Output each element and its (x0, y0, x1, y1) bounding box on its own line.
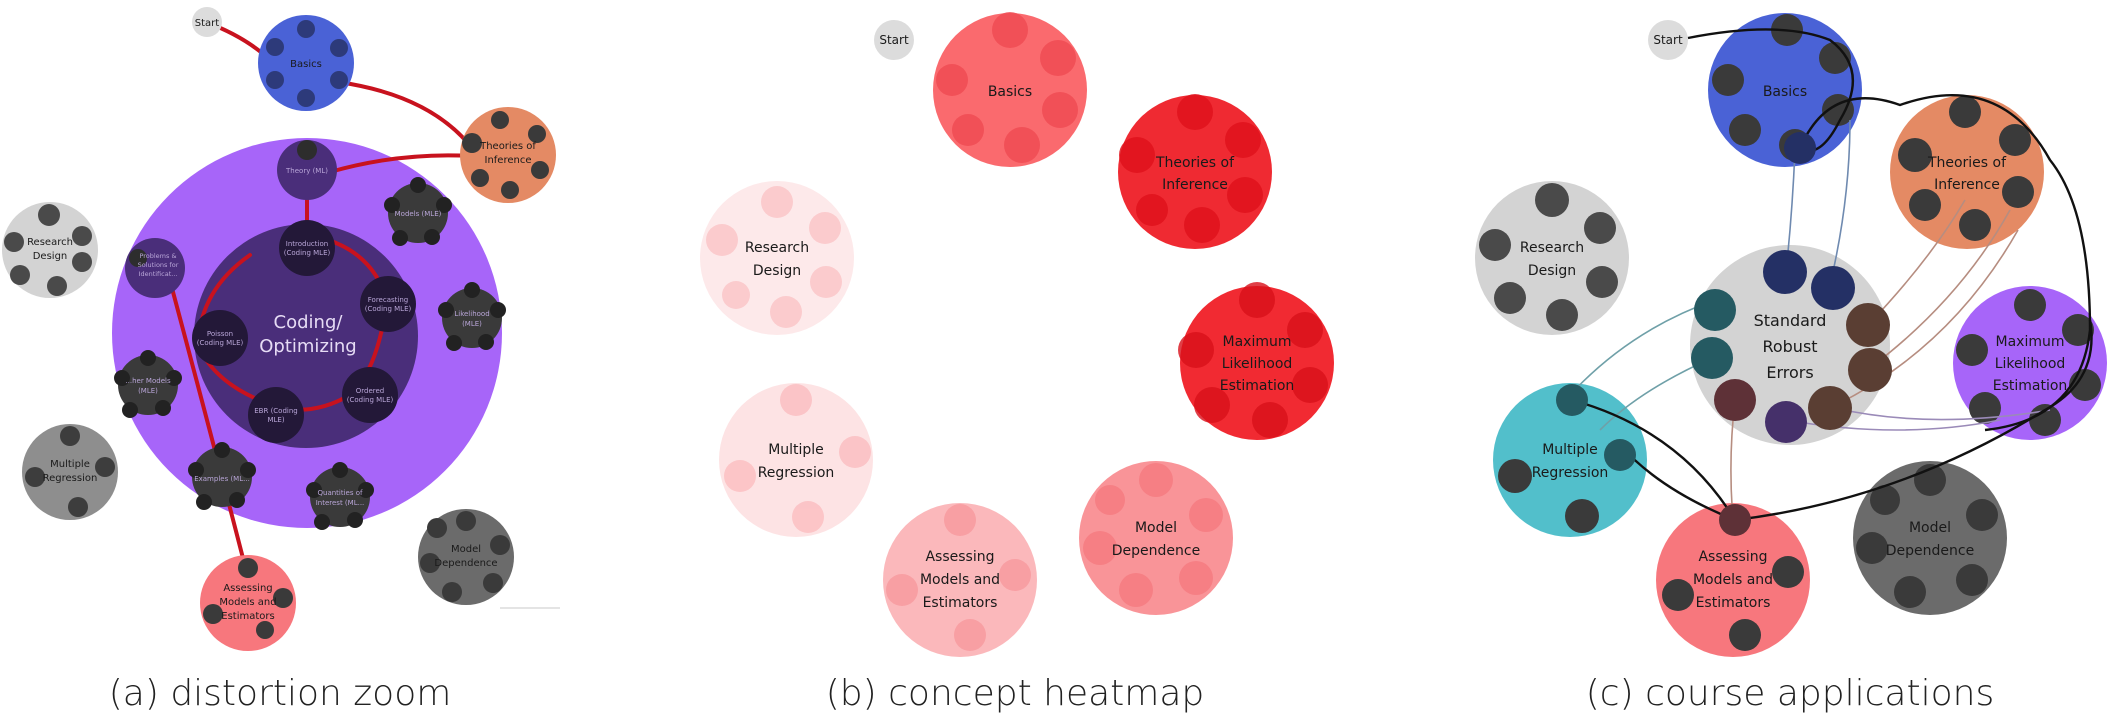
coding-forecasting[interactable] (360, 276, 416, 332)
svg-text:Models and: Models and (920, 572, 1000, 588)
svg-text:Start: Start (1653, 33, 1683, 47)
svg-text:Inference: Inference (1934, 177, 2000, 193)
node-assessing-b[interactable] (883, 503, 1037, 657)
caption-b: (b) concept heatmap (826, 673, 1205, 714)
svg-text:Maximum: Maximum (1223, 334, 1292, 350)
svg-text:Maximum: Maximum (1996, 334, 2065, 350)
subtopic-likelihood[interactable] (442, 288, 502, 348)
svg-text:Models and: Models and (1693, 572, 1773, 588)
svg-text:Problems &: Problems & (139, 252, 176, 260)
svg-text:Dependence: Dependence (1886, 543, 1974, 559)
coding-ordered[interactable] (342, 367, 398, 423)
model-dependence-label-1: Model (451, 544, 481, 555)
svg-text:EBR (Coding: EBR (Coding (254, 407, 297, 415)
caption-a: (a) distortion zoom (109, 673, 452, 714)
svg-text:Robust: Robust (1762, 337, 1817, 356)
svg-text:(Coding MLE): (Coding MLE) (284, 249, 331, 257)
panel-a: Start Basics Theories of Inference Resea… (2, 7, 560, 714)
assessing-label-3: Estimators (221, 611, 274, 622)
svg-text:Interest (ML...: Interest (ML... (316, 499, 365, 507)
svg-text:...her Models: ...her Models (125, 377, 171, 385)
svg-text:(Coding MLE): (Coding MLE) (197, 339, 244, 347)
node-multiple-b[interactable] (719, 383, 873, 537)
model-dependence-label-2: Dependence (434, 558, 497, 569)
svg-text:Basics: Basics (988, 84, 1032, 100)
research-label-2: Design (33, 251, 68, 262)
svg-text:Quantities of: Quantities of (318, 489, 364, 497)
svg-text:Regression: Regression (1532, 465, 1609, 481)
multiple-label-2: Regression (43, 473, 98, 484)
svg-text:Estimators: Estimators (1696, 595, 1771, 611)
coding-poisson[interactable] (192, 310, 248, 366)
coding-introduction[interactable] (279, 220, 335, 276)
svg-text:Likelihood: Likelihood (1995, 356, 2066, 372)
svg-text:Likelihood: Likelihood (454, 310, 489, 318)
svg-text:Assessing: Assessing (1698, 549, 1767, 565)
svg-text:Multiple: Multiple (1542, 442, 1598, 458)
theories-label-1: Theories of (479, 141, 536, 152)
svg-text:Inference: Inference (1162, 177, 1228, 193)
svg-text:Ordered: Ordered (356, 387, 385, 395)
svg-text:Poisson: Poisson (207, 330, 233, 338)
multiple-label-1: Multiple (50, 459, 90, 470)
svg-text:Design: Design (753, 263, 801, 279)
svg-text:Identificat...: Identificat... (139, 270, 178, 278)
node-start-c[interactable] (1648, 20, 1688, 60)
svg-text:Research: Research (745, 240, 809, 256)
coding-subtopics: Introduction (Coding MLE) Forecasting (C… (192, 220, 416, 443)
svg-text:Errors: Errors (1766, 363, 1813, 382)
svg-text:Design: Design (1528, 263, 1576, 279)
subtopics-ring: Theory (ML) Models (MLE) Likelihood (MLE… (114, 140, 506, 530)
svg-text:Model: Model (1135, 520, 1177, 536)
svg-text:Dependence: Dependence (1112, 543, 1200, 559)
svg-text:MLE): MLE) (267, 416, 284, 424)
svg-text:Multiple: Multiple (768, 442, 824, 458)
svg-text:Models (MLE): Models (MLE) (395, 210, 442, 218)
svg-text:Theory (ML): Theory (ML) (285, 167, 328, 175)
subtopic-theory[interactable] (277, 140, 337, 200)
caption-c: (c) course applications (1586, 673, 1994, 714)
start-label: Start (195, 18, 220, 29)
theories-label-2: Inference (485, 155, 532, 166)
svg-text:(Coding MLE): (Coding MLE) (347, 396, 394, 404)
svg-text:Examples (ML...: Examples (ML... (194, 475, 250, 483)
node-start[interactable] (192, 7, 222, 37)
research-label-1: Research (27, 237, 73, 248)
assessing-label-1: Assessing (223, 583, 272, 594)
svg-text:Theories of: Theories of (1927, 155, 2007, 171)
svg-text:Research: Research (1520, 240, 1584, 256)
svg-text:Estimation: Estimation (1993, 378, 2068, 394)
svg-text:Solutions for: Solutions for (138, 261, 179, 269)
panel-b: Start Basics Theories of Inference Resea… (700, 12, 1334, 714)
svg-text:(MLE): (MLE) (138, 387, 158, 395)
svg-text:Model: Model (1909, 520, 1951, 536)
svg-text:Estimators: Estimators (923, 595, 998, 611)
node-start-b[interactable] (874, 20, 914, 60)
svg-text:Theories of: Theories of (1155, 155, 1235, 171)
svg-text:(Coding MLE): (Coding MLE) (365, 305, 412, 313)
sre-subnodes (1556, 132, 1892, 536)
node-assessing-c[interactable] (1656, 503, 1810, 657)
svg-text:Regression: Regression (758, 465, 835, 481)
coding-ebr[interactable] (248, 387, 304, 443)
coding-label-2: Optimizing (259, 336, 356, 357)
assessing-label-2: Models and (219, 597, 276, 608)
basics-label: Basics (290, 59, 322, 70)
coding-label-1: Coding/ (274, 312, 344, 333)
node-multiple[interactable] (22, 424, 118, 520)
svg-text:Likelihood: Likelihood (1222, 356, 1293, 372)
svg-text:(MLE): (MLE) (462, 320, 482, 328)
svg-text:Introduction: Introduction (286, 240, 328, 248)
subtopic-models[interactable] (388, 183, 448, 243)
svg-text:Estimation: Estimation (1220, 378, 1295, 394)
svg-text:Forecasting: Forecasting (368, 296, 408, 304)
svg-text:Start: Start (879, 33, 909, 47)
svg-text:Standard: Standard (1754, 311, 1827, 330)
svg-text:Assessing: Assessing (925, 549, 994, 565)
panel-c: Start Basics Theories of Inference Resea… (1475, 13, 2107, 714)
svg-text:Basics: Basics (1763, 84, 1807, 100)
node-basics[interactable] (258, 15, 354, 111)
